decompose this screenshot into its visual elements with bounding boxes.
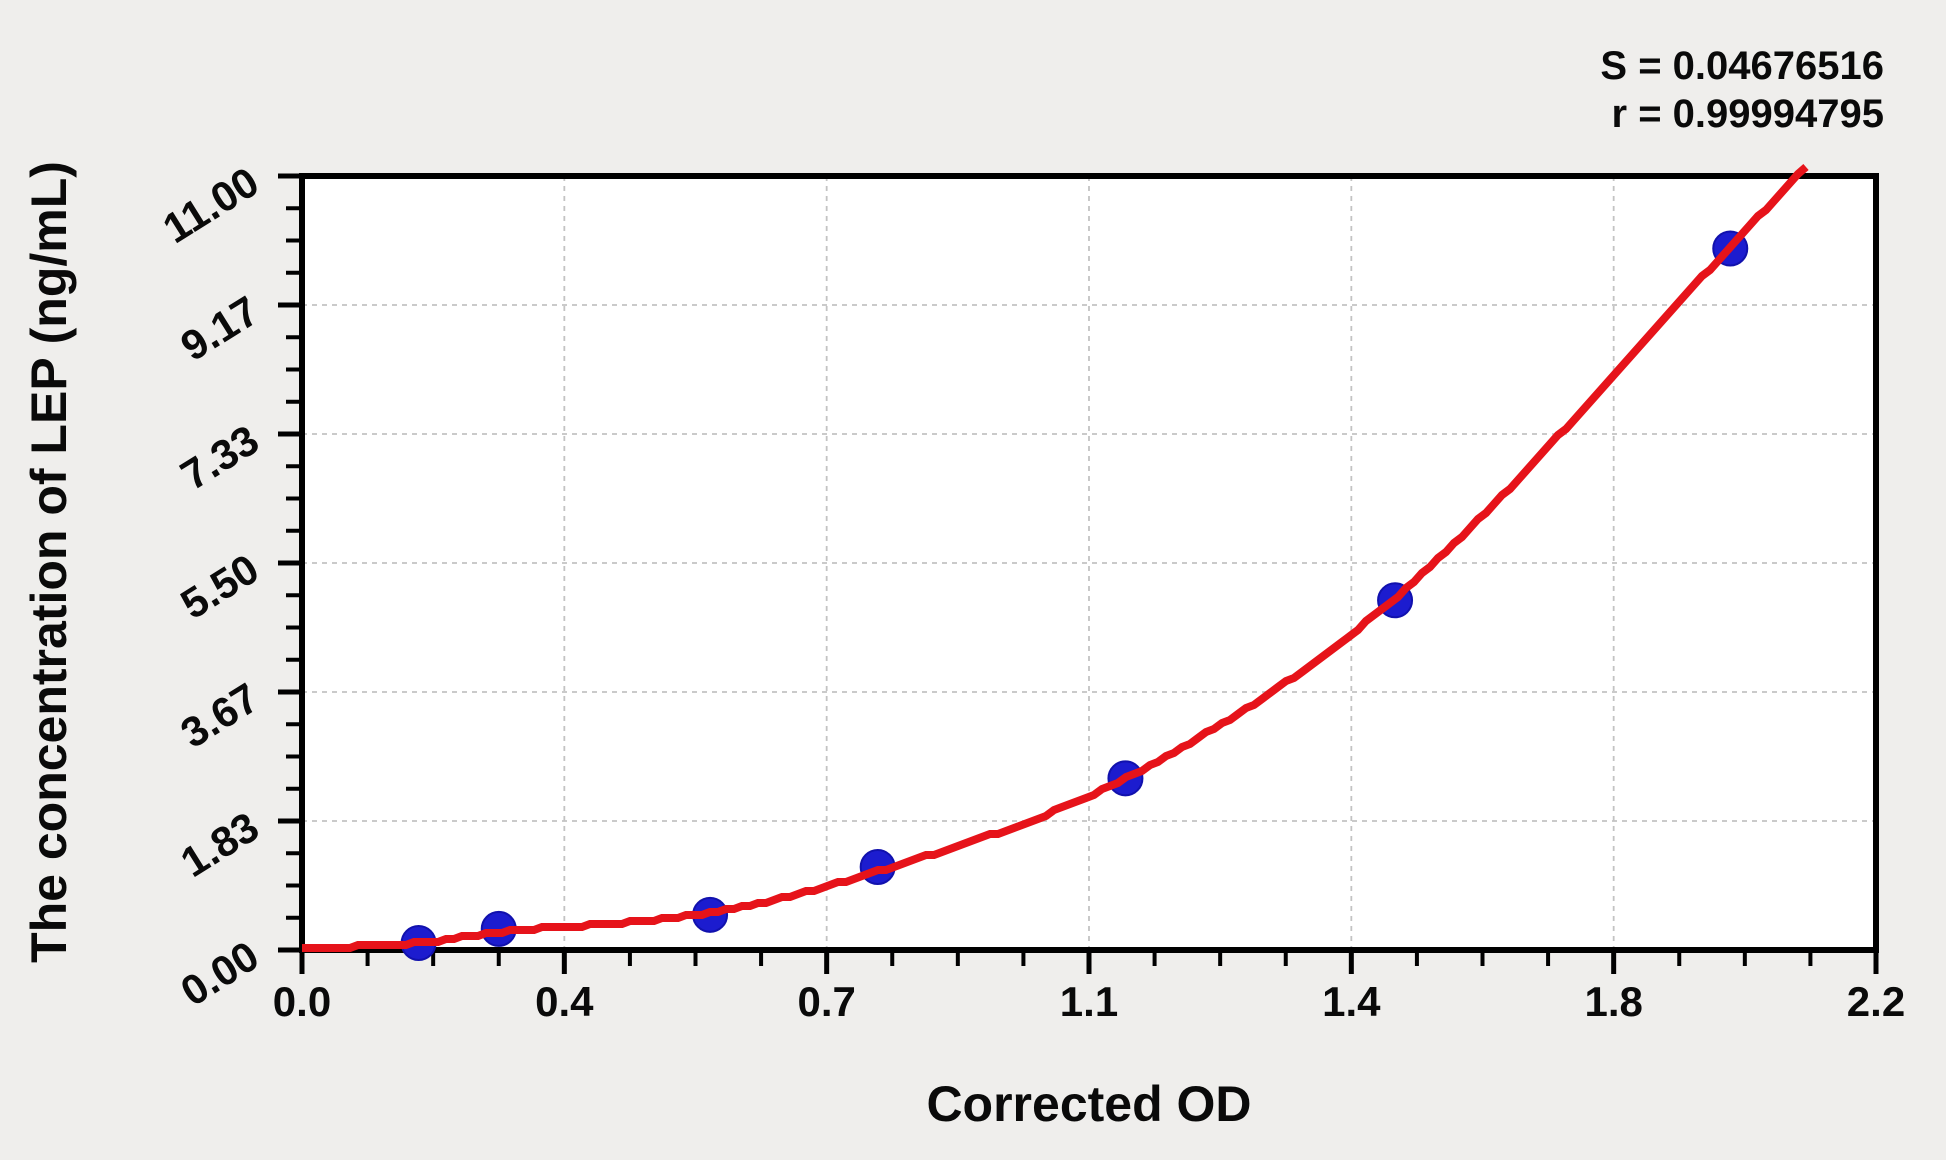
x-tick-label: 1.8 [1584,978,1642,1025]
y-tick-label: 9.17 [173,287,267,370]
stat-s-value: S = 0.04676516 [1600,44,1884,88]
y-tick-label: 11.00 [155,158,267,252]
y-tick-label: 7.33 [173,416,267,499]
chart-data-layer [302,163,1809,961]
y-tick-label: 1.83 [173,803,267,886]
y-tick-label: 0.00 [173,932,267,1015]
x-tick-label: 0.0 [273,978,331,1025]
y-axis-title: The concentration of LEP (ng/mL) [21,161,77,963]
plot-area [302,176,1876,950]
x-tick-label: 1.4 [1322,978,1381,1025]
x-tick-label: 0.4 [535,978,594,1025]
fit-curve [302,163,1809,952]
stat-r-value: r = 0.99994795 [1612,92,1884,136]
x-tick-label: 2.2 [1847,978,1905,1025]
x-tick-label: 0.7 [797,978,855,1025]
x-tick-label: 1.1 [1060,978,1118,1025]
y-tick-label: 5.50 [173,545,267,628]
plot-border [299,173,1879,953]
chart-axes-layer: 0.0 0.4 0.7 1.1 1.4 1.8 2.2 0.00 1.83 3.67 5.50 7.3… [155,158,1906,1025]
y-tick-label: 3.67 [173,674,267,757]
x-axis-title: Corrected OD [926,1076,1251,1132]
